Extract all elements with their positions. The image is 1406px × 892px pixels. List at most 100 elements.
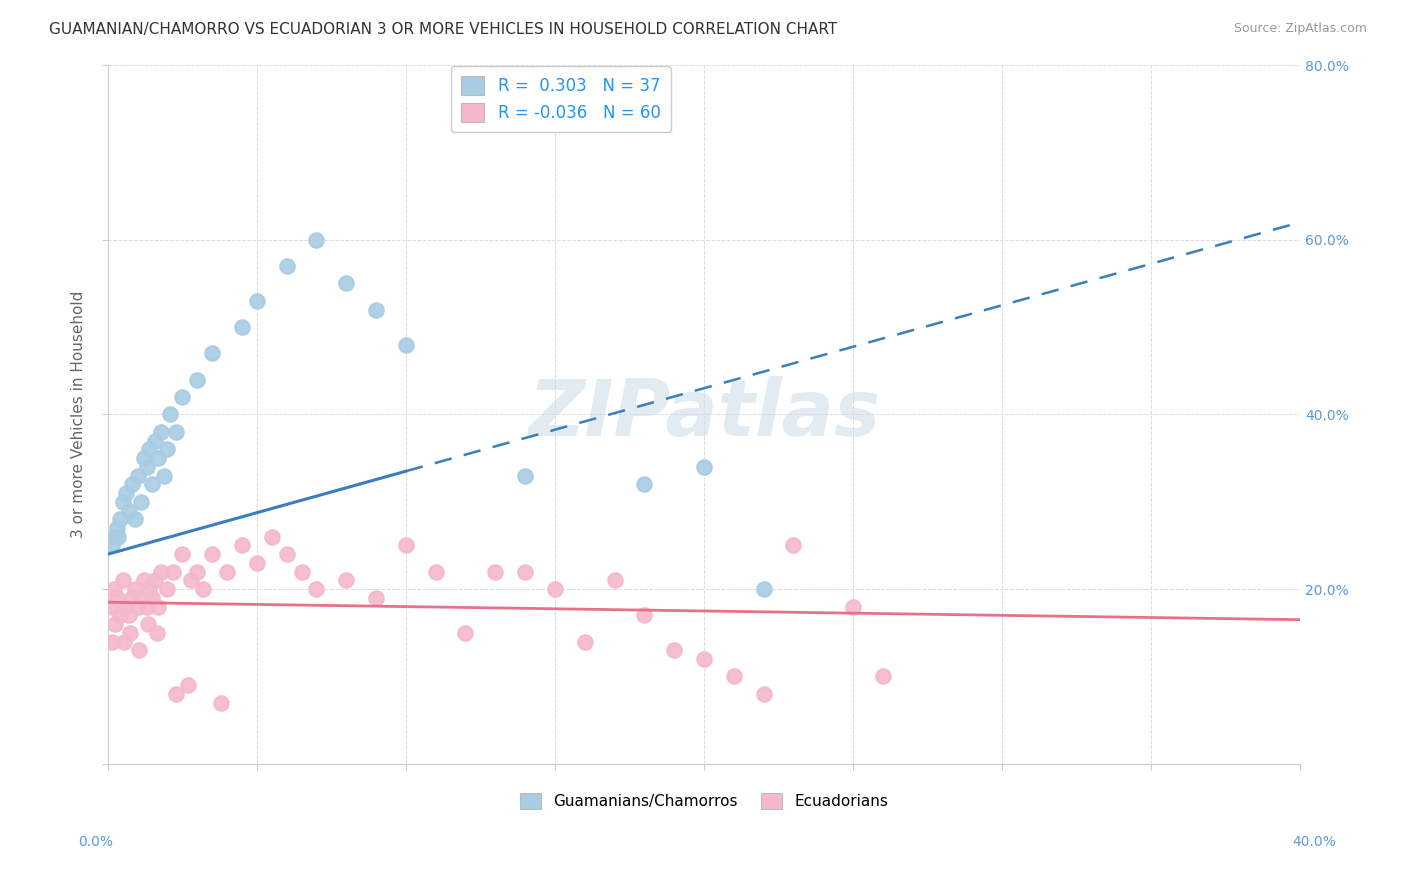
Point <box>305 233 328 247</box>
Text: 0.0%: 0.0% <box>79 835 112 848</box>
Point <box>544 582 567 596</box>
Point <box>114 486 136 500</box>
Point <box>276 547 298 561</box>
Point <box>111 495 134 509</box>
Point <box>335 574 357 588</box>
Point <box>101 634 124 648</box>
Y-axis label: 3 or more Vehicles in Household: 3 or more Vehicles in Household <box>72 291 86 538</box>
Point <box>633 477 655 491</box>
Legend: Guamanians/Chamorros, Ecuadorians: Guamanians/Chamorros, Ecuadorians <box>513 787 894 815</box>
Point <box>129 495 152 509</box>
Point <box>121 477 143 491</box>
Point <box>290 565 312 579</box>
Point <box>159 408 181 422</box>
Point <box>276 259 298 273</box>
Point <box>513 565 536 579</box>
Point <box>395 539 418 553</box>
Point <box>165 687 187 701</box>
Point <box>108 608 131 623</box>
Point <box>114 599 136 614</box>
Point <box>364 302 387 317</box>
Point <box>364 591 387 605</box>
Point <box>128 643 150 657</box>
Point <box>603 574 626 588</box>
Point <box>117 608 139 623</box>
Point <box>165 425 187 439</box>
Point <box>153 468 176 483</box>
Point <box>782 539 804 553</box>
Point <box>231 320 253 334</box>
Point <box>180 574 202 588</box>
Point <box>633 608 655 623</box>
Point <box>246 293 269 308</box>
Point <box>209 696 232 710</box>
Text: 40.0%: 40.0% <box>1292 835 1337 848</box>
Point <box>201 346 224 360</box>
Point <box>425 565 447 579</box>
Point <box>100 599 122 614</box>
Point <box>454 625 477 640</box>
Point <box>124 512 146 526</box>
Point <box>136 617 159 632</box>
Point <box>127 468 149 483</box>
Point <box>842 599 865 614</box>
Point <box>191 582 214 596</box>
Point <box>108 512 131 526</box>
Text: Source: ZipAtlas.com: Source: ZipAtlas.com <box>1233 22 1367 36</box>
Point <box>172 390 194 404</box>
Point <box>246 556 269 570</box>
Point <box>662 643 685 657</box>
Point <box>872 669 894 683</box>
Point <box>162 565 184 579</box>
Point <box>752 582 775 596</box>
Point <box>186 372 208 386</box>
Point <box>146 625 169 640</box>
Point <box>513 468 536 483</box>
Point <box>723 669 745 683</box>
Point <box>121 591 143 605</box>
Point <box>156 442 179 457</box>
Point <box>752 687 775 701</box>
Point <box>141 477 163 491</box>
Point <box>138 442 160 457</box>
Point <box>693 459 716 474</box>
Point <box>141 591 163 605</box>
Point <box>305 582 328 596</box>
Point <box>127 599 149 614</box>
Point <box>107 530 129 544</box>
Point <box>103 530 125 544</box>
Point <box>112 634 135 648</box>
Point <box>215 565 238 579</box>
Point <box>172 547 194 561</box>
Point <box>145 434 167 448</box>
Point <box>395 337 418 351</box>
Point <box>148 451 170 466</box>
Point <box>335 277 357 291</box>
Point <box>129 591 152 605</box>
Point <box>150 565 173 579</box>
Point <box>201 547 224 561</box>
Point <box>135 459 157 474</box>
Point <box>132 574 155 588</box>
Point <box>138 582 160 596</box>
Point <box>132 451 155 466</box>
Point <box>104 617 127 632</box>
Point <box>101 539 124 553</box>
Point <box>105 591 128 605</box>
Point <box>120 625 142 640</box>
Point <box>260 530 283 544</box>
Point <box>156 582 179 596</box>
Point <box>177 678 200 692</box>
Point <box>484 565 506 579</box>
Point <box>103 582 125 596</box>
Point <box>111 574 134 588</box>
Text: ZIPatlas: ZIPatlas <box>527 376 880 452</box>
Point <box>186 565 208 579</box>
Point <box>124 582 146 596</box>
Point <box>693 652 716 666</box>
Point <box>105 521 128 535</box>
Point <box>231 539 253 553</box>
Point <box>117 503 139 517</box>
Point <box>135 599 157 614</box>
Point <box>574 634 596 648</box>
